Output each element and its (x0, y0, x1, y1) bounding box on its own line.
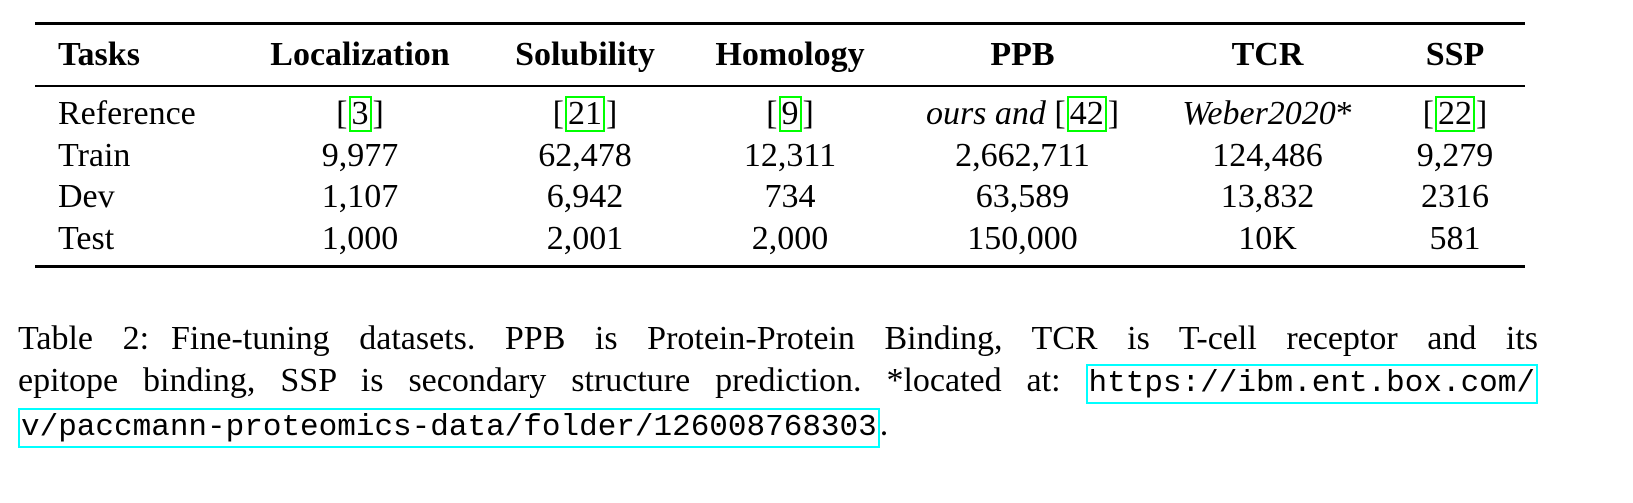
caption-text-2: epitope binding, SSP is secondary struct… (18, 362, 1061, 399)
reference-solubility: [21] (485, 93, 685, 135)
reference-homology: [9] (685, 93, 895, 135)
table-row-dev: Dev 1,107 6,942 734 63,589 13,832 2316 (35, 176, 1525, 218)
header-homology: Homology (715, 36, 865, 73)
italic-text: Weber2020 (1182, 95, 1336, 132)
table-cell: 2,000 (751, 219, 829, 257)
table-cell: 1,000 (321, 219, 399, 257)
reference-ppb: ours and [42] (895, 93, 1150, 135)
table-cell: 9,279 (1416, 136, 1494, 174)
header-solubility: Solubility (515, 36, 655, 73)
bottom-rule (35, 265, 1525, 268)
table-row-reference: Reference [3] [21] [9] ours and [42] Web… (35, 93, 1525, 135)
row-label: Dev (58, 178, 115, 215)
bracket-open: [ (552, 95, 564, 132)
italic-text: ours and (925, 95, 1046, 132)
reference-ssp: [22] (1385, 93, 1525, 135)
bracket-close: ] (802, 95, 814, 132)
table-cell: 62,478 (538, 136, 632, 174)
table-cell: 6,942 (546, 178, 624, 215)
table-cell: 124,486 (1212, 136, 1323, 174)
top-rule (35, 22, 1525, 25)
table-caption: Table 2: Fine-tuning datasets. PPB is Pro… (18, 318, 1538, 448)
table-row-train: Train 9,977 62,478 12,311 2,662,711 124,… (35, 135, 1525, 177)
table-cell: 13,832 (1220, 178, 1315, 215)
dataset-url-link-part1[interactable]: https://ibm.ent.box.com/ (1085, 364, 1538, 404)
table-cell: 63,589 (975, 178, 1070, 215)
bracket-close: ] (1107, 95, 1120, 132)
dataset-url-link-part2[interactable]: v/paccmann-proteomics-data/folder/126008… (18, 408, 880, 448)
header-localization: Localization (270, 36, 450, 73)
bracket-open: [ (1422, 95, 1434, 132)
row-label: Test (58, 219, 115, 257)
caption-line-1: Table 2: Fine-tuning datasets. PPB is Pro… (18, 318, 1538, 360)
row-label: Reference (58, 95, 196, 132)
citation-link[interactable]: 42 (1066, 96, 1107, 132)
citation-link[interactable]: 9 (778, 96, 802, 132)
reference-tcr: Weber2020* (1150, 93, 1385, 135)
table-cell: 2316 (1421, 178, 1489, 215)
bracket-close: ] (372, 95, 384, 132)
reference-localization: [3] (235, 93, 485, 135)
header-ssp: SSP (1425, 36, 1485, 73)
caption-text-1: Fine-tuning datasets. PPB is Protein-Pro… (171, 320, 1538, 357)
citation-link[interactable]: 22 (1435, 96, 1475, 132)
table-cell: 150,000 (967, 219, 1078, 257)
bracket-close: ] (1476, 95, 1488, 132)
caption-label: Table 2: (18, 320, 150, 357)
table-cell: 2,001 (546, 219, 624, 257)
mid-rule (35, 85, 1525, 87)
footnote-star: * (1335, 95, 1353, 132)
caption-line-3: v/paccmann-proteomics-data/folder/126008… (18, 404, 1538, 448)
table-row-test: Test 1,000 2,001 2,000 150,000 10K 581 (35, 218, 1525, 260)
header-row: Tasks Localization Solubility Homology P… (35, 25, 1525, 85)
table-cell: 734 (764, 178, 816, 215)
table-cell: 1,107 (321, 178, 399, 215)
bracket-open: [ (766, 95, 778, 132)
bracket-open: [ (336, 95, 348, 132)
citation-link[interactable]: 3 (348, 96, 372, 132)
citation-link[interactable]: 21 (565, 96, 605, 132)
table-cell: 9,977 (321, 136, 399, 174)
table-cell: 2,662,711 (955, 136, 1090, 174)
datasets-table: Tasks Localization Solubility Homology P… (35, 22, 1525, 268)
table-cell: 581 (1429, 219, 1481, 257)
table-cell: 12,311 (743, 136, 837, 174)
header-tasks: Tasks (58, 36, 140, 73)
caption-period: . (879, 406, 889, 443)
header-tcr: TCR (1231, 36, 1304, 73)
bracket-close: ] (606, 95, 618, 132)
header-ppb: PPB (990, 36, 1055, 73)
table-cell: 10K (1238, 219, 1297, 257)
caption-line-2: epitope binding, SSP is secondary struct… (18, 360, 1538, 404)
row-label: Train (58, 136, 131, 174)
bracket-open: [ (1045, 95, 1066, 132)
